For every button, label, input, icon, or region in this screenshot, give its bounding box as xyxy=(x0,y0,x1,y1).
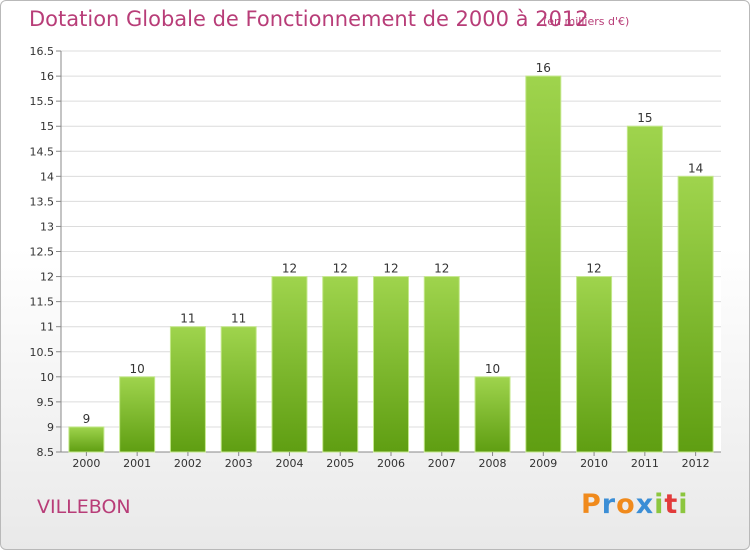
logo-letter: o xyxy=(616,489,636,520)
bar-value-label: 12 xyxy=(383,262,398,276)
y-tick-label: 16.5 xyxy=(30,45,55,58)
bar-value-label: 16 xyxy=(536,61,551,75)
y-tick-label: 11 xyxy=(40,321,54,334)
y-tick-label: 9.5 xyxy=(37,396,55,409)
x-tick-label: 2011 xyxy=(631,457,659,470)
bar xyxy=(119,376,156,453)
y-tick-label: 14.5 xyxy=(30,145,55,158)
y-tick-label: 10.5 xyxy=(30,346,55,359)
y-tick-label: 13.5 xyxy=(30,195,55,208)
bar xyxy=(68,426,105,453)
y-tick-label: 16 xyxy=(40,70,54,83)
y-tick-label: 14 xyxy=(40,170,54,183)
y-tick-label: 10 xyxy=(40,371,54,384)
y-tick-label: 15.5 xyxy=(30,95,55,108)
x-tick-label: 2012 xyxy=(682,457,710,470)
chart-subtitle: (en milliers d'€) xyxy=(543,15,630,28)
bar-value-label: 15 xyxy=(637,111,652,125)
bar xyxy=(169,326,206,453)
city-name: VILLEBON xyxy=(37,496,131,518)
logo-letter: t xyxy=(664,489,679,520)
bar-value-label: 10 xyxy=(130,362,145,376)
x-tick-label: 2008 xyxy=(479,457,507,470)
x-tick-label: 2005 xyxy=(326,457,354,470)
bar xyxy=(220,326,257,453)
proxiti-logo: Proxiti xyxy=(581,489,689,520)
bar xyxy=(525,75,562,453)
y-tick-label: 8.5 xyxy=(37,446,55,459)
bar-value-label: 11 xyxy=(231,312,246,326)
x-tick-label: 2010 xyxy=(580,457,608,470)
bar xyxy=(677,175,714,453)
logo-letter: i xyxy=(678,489,689,520)
bar xyxy=(576,276,613,453)
y-tick-label: 12.5 xyxy=(30,246,55,259)
bar-value-label: 12 xyxy=(333,262,348,276)
y-tick-label: 9 xyxy=(47,421,54,434)
bar-value-label: 10 xyxy=(485,362,500,376)
x-tick-label: 2001 xyxy=(123,457,151,470)
x-tick-label: 2000 xyxy=(72,457,100,470)
chart-title: Dotation Globale de Fonctionnement de 20… xyxy=(29,7,589,31)
bar xyxy=(373,276,409,453)
x-tick-label: 2002 xyxy=(174,457,202,470)
bar xyxy=(423,276,460,453)
bar-value-label: 12 xyxy=(586,262,601,276)
bar-value-label: 11 xyxy=(180,312,195,326)
x-tick-label: 2003 xyxy=(225,457,253,470)
logo-letter: r xyxy=(601,489,617,520)
bar xyxy=(271,276,308,453)
bar-value-label: 14 xyxy=(688,161,703,175)
y-tick-label: 15 xyxy=(40,120,54,133)
y-tick-label: 13 xyxy=(40,220,54,233)
y-tick-label: 12 xyxy=(40,271,54,284)
bar xyxy=(474,376,511,453)
x-tick-label: 2009 xyxy=(529,457,557,470)
bar-value-label: 12 xyxy=(282,262,297,276)
y-tick-label: 11.5 xyxy=(30,296,55,309)
logo-letter: x xyxy=(635,489,655,520)
bar xyxy=(322,276,359,453)
bar-value-label: 9 xyxy=(83,412,91,426)
x-tick-label: 2006 xyxy=(377,457,405,470)
logo-letter: P xyxy=(581,489,602,520)
logo-letter: i xyxy=(654,489,665,520)
x-tick-label: 2004 xyxy=(275,457,303,470)
bar-value-label: 12 xyxy=(434,262,449,276)
bar xyxy=(626,125,663,453)
x-tick-label: 2007 xyxy=(428,457,456,470)
